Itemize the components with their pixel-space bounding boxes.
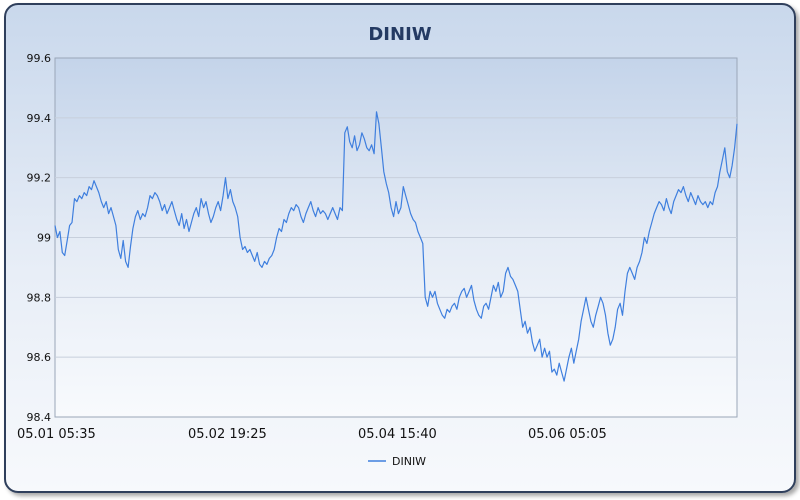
x-tick-label: 05.04 15:40 (358, 427, 437, 442)
y-tick-label: 98.8 (27, 291, 52, 304)
x-tick-label: 05.06 05:05 (528, 427, 607, 442)
chart-title: DINIW (368, 24, 432, 45)
y-tick-label: 98.6 (27, 351, 52, 364)
x-tick-label: 05.02 19:25 (188, 427, 267, 442)
gridlines (55, 117, 737, 358)
y-axis-ticks: 99.6 99.4 99.2 99 98.8 98.6 98.4 (27, 52, 52, 424)
x-axis-ticks: 05.01 05:35 05.02 19:25 05.04 15:40 05.06 0… (17, 427, 607, 442)
y-tick-label: 99.4 (27, 112, 52, 125)
series-line-diniw (54, 111, 738, 382)
y-tick-label: 99.6 (27, 52, 52, 65)
legend-label: DINIW (392, 455, 426, 468)
x-tick-label: 05.01 05:35 (17, 427, 96, 442)
legend: DINIW (368, 455, 426, 468)
y-tick-label: 99 (37, 232, 51, 245)
y-tick-label: 98.4 (27, 411, 52, 424)
y-tick-label: 99.2 (27, 172, 52, 185)
